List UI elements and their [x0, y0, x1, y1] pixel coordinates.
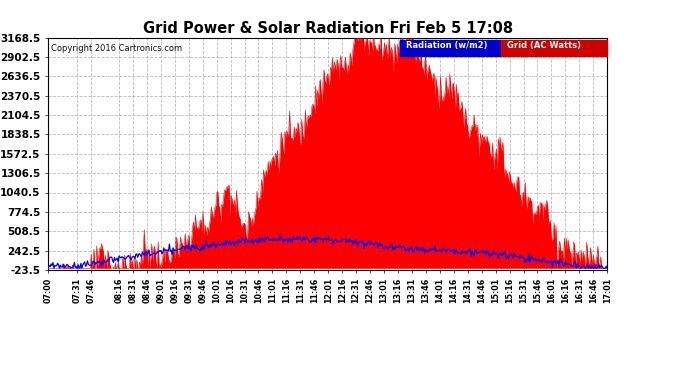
Text: Grid (AC Watts): Grid (AC Watts): [506, 41, 580, 50]
Title: Grid Power & Solar Radiation Fri Feb 5 17:08: Grid Power & Solar Radiation Fri Feb 5 1…: [143, 21, 513, 36]
FancyBboxPatch shape: [501, 40, 607, 56]
Text: Radiation (w/m2): Radiation (w/m2): [406, 41, 488, 50]
FancyBboxPatch shape: [400, 40, 501, 56]
Text: Copyright 2016 Cartronics.com: Copyright 2016 Cartronics.com: [51, 45, 182, 54]
